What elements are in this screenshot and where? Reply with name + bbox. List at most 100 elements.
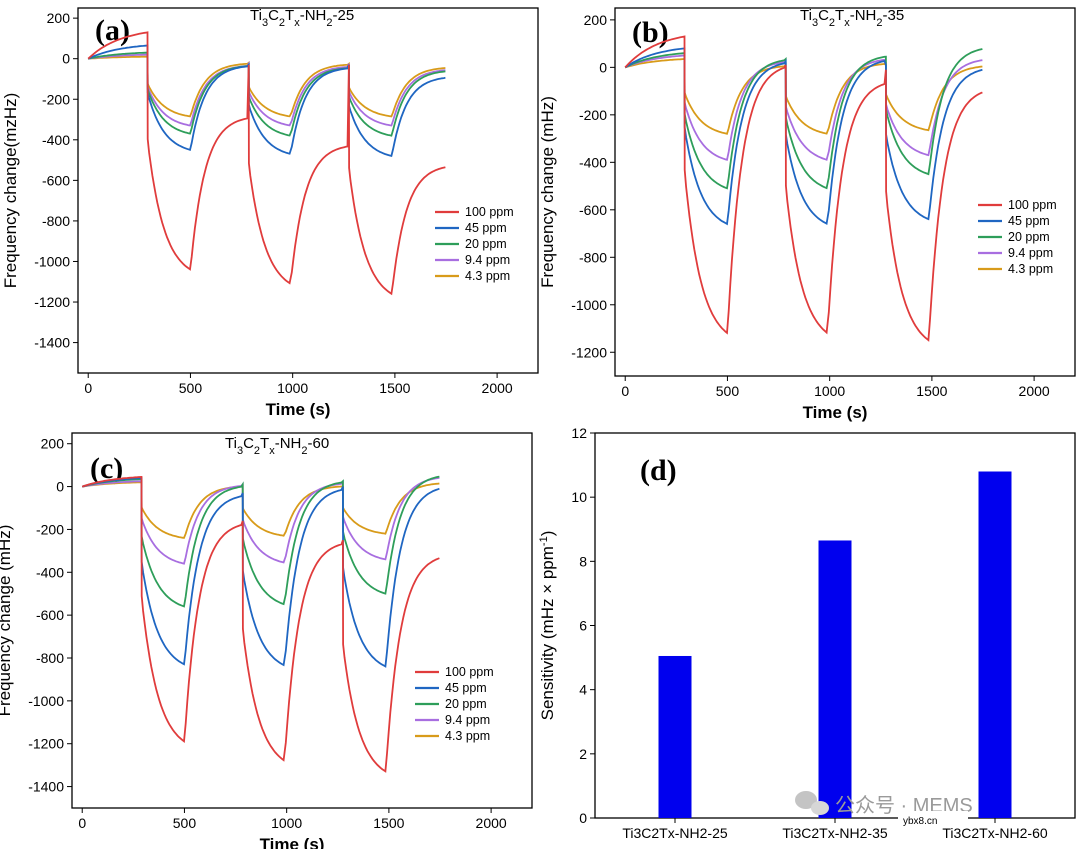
y-tick-label: -200: [36, 521, 64, 537]
x-tick-label: 1500: [379, 380, 410, 396]
x-axis-label: Time (s): [266, 400, 331, 419]
y-tick-label: -1000: [28, 693, 64, 709]
y-tick-label: -1200: [571, 344, 607, 360]
y-tick-label: 0: [56, 479, 64, 495]
series-line-94ppm: [88, 53, 446, 127]
x-tick-label: 0: [621, 383, 629, 399]
series-line-43ppm: [88, 55, 446, 118]
bar-Ti3C2Tx-NH2-25: [658, 655, 692, 818]
panel-d-sensitivity-bar-chart: 0 2 4 6 8 10 12 Ti3C2Tx-NH2-25 Ti3C2Tx-NH2-35 Ti3…: [538, 425, 1076, 841]
bar-Ti3C2Tx-NH2-60: [978, 471, 1012, 818]
x-tick-label: 0: [84, 380, 92, 396]
series-line-100ppm: [81, 475, 440, 773]
legend-label: 45 ppm: [465, 221, 507, 235]
x-tick-label: 1500: [916, 383, 947, 399]
x-tick-label: 1500: [373, 815, 404, 831]
legend-label: 100 ppm: [465, 205, 514, 219]
y-tick-label: 8: [579, 553, 587, 569]
x-tick-label: 500: [179, 380, 203, 396]
legend-label: 9.4 ppm: [465, 253, 510, 267]
wechat-icon: [795, 791, 829, 815]
x-tick-label: 1000: [277, 380, 308, 396]
panel-label: (d): [640, 454, 677, 487]
x-tick-label: Ti3C2Tx-NH2-60: [942, 825, 1047, 841]
y-tick-label: 0: [579, 810, 587, 826]
watermark-site-bg: [898, 811, 968, 827]
x-tick-label: Ti3C2Tx-NH2-35: [782, 825, 887, 841]
panel-title: Ti3C2Tx-NH2-60: [225, 435, 329, 457]
legend-label: 100 ppm: [1008, 198, 1057, 212]
legend-label: 45 ppm: [1008, 214, 1050, 228]
panel-b-frequency-chart: 0 500 1000 1500 20002000-200-400-600-800-100…: [538, 7, 1076, 422]
series-line-43ppm: [624, 58, 983, 135]
plot-frame: [77, 7, 539, 374]
y-axis-label: Frequency change (mHz): [538, 96, 557, 288]
y-tick-label: 0: [62, 51, 70, 67]
x-tick-label: 2000: [482, 380, 513, 396]
panel-c-frequency-chart: 0 500 1000 1500 20002000-200-400-600-800-100…: [0, 432, 533, 849]
y-tick-label: -800: [42, 213, 70, 229]
series-line-100ppm: [624, 35, 983, 342]
series-line-94ppm: [82, 476, 440, 565]
y-tick-label: -200: [579, 107, 607, 123]
legend-label: 100 ppm: [445, 665, 494, 679]
y-tick-label: 12: [571, 425, 587, 441]
legend-label: 20 ppm: [1008, 230, 1050, 244]
y-axis-label: Frequency change(mzHz): [1, 93, 20, 289]
plot-frame: [614, 7, 1076, 377]
legend-label: 4.3 ppm: [445, 729, 490, 743]
y-tick-label: -800: [579, 249, 607, 265]
y-tick-label: 2: [579, 746, 587, 762]
y-tick-label: -600: [36, 607, 64, 623]
y-tick-label: -400: [36, 564, 64, 580]
plot-frame: [71, 432, 533, 809]
watermark-site: ybx8.cn: [903, 816, 937, 827]
y-tick-label: -1000: [34, 253, 70, 269]
x-tick-label: 1000: [814, 383, 845, 399]
legend-label: 4.3 ppm: [1008, 262, 1053, 276]
series-line-45ppm: [624, 47, 983, 226]
y-tick-label: -800: [36, 650, 64, 666]
legend-label: 9.4 ppm: [1008, 246, 1053, 260]
y-tick-label: -1400: [28, 779, 64, 795]
x-tick-label: 1000: [271, 815, 302, 831]
y-axis-label: Frequency change (mHz): [0, 525, 14, 717]
y-tick-label: 200: [47, 10, 71, 26]
panel-a-frequency-chart: 0 500 1000 1500 20002000-200-400-600-800-100…: [1, 7, 539, 419]
legend-label: 20 ppm: [465, 237, 507, 251]
y-tick-label: -1400: [34, 335, 70, 351]
panel-title: Ti3C2Tx-NH2-25: [250, 7, 354, 29]
panel-label: (b): [632, 16, 669, 49]
watermark: 公众号 · MEMS ybx8.cn: [795, 791, 973, 827]
x-axis-label: Time (s): [260, 835, 325, 849]
y-tick-label: 4: [579, 682, 587, 698]
y-tick-label: 200: [584, 12, 608, 28]
y-tick-label: -1000: [571, 297, 607, 313]
x-tick-label: 2000: [1019, 383, 1050, 399]
y-tick-label: -200: [42, 91, 70, 107]
series-line-20ppm: [88, 51, 446, 137]
series-line-100ppm: [87, 31, 446, 296]
x-tick-label: 2000: [476, 815, 507, 831]
legend-label: 45 ppm: [445, 681, 487, 695]
y-tick-label: -600: [579, 202, 607, 218]
x-tick-label: Ti3C2Tx-NH2-25: [622, 825, 727, 841]
y-axis-label: Sensitivity (mHz × ppm-1): [538, 531, 557, 721]
series-line-20ppm: [624, 48, 983, 190]
series-line-45ppm: [87, 44, 446, 157]
y-tick-label: -400: [579, 154, 607, 170]
series-line-20ppm: [81, 475, 440, 608]
legend-label: 20 ppm: [445, 697, 487, 711]
series-line-45ppm: [81, 477, 440, 668]
series-line-94ppm: [624, 54, 983, 161]
y-tick-label: -1200: [34, 294, 70, 310]
y-tick-label: 0: [599, 59, 607, 75]
x-tick-label: 500: [173, 815, 197, 831]
legend-label: 4.3 ppm: [465, 269, 510, 283]
y-tick-label: -400: [42, 132, 70, 148]
x-tick-label: 0: [78, 815, 86, 831]
series-line-43ppm: [82, 481, 440, 539]
x-tick-label: 500: [716, 383, 740, 399]
y-tick-label: 6: [579, 618, 587, 634]
